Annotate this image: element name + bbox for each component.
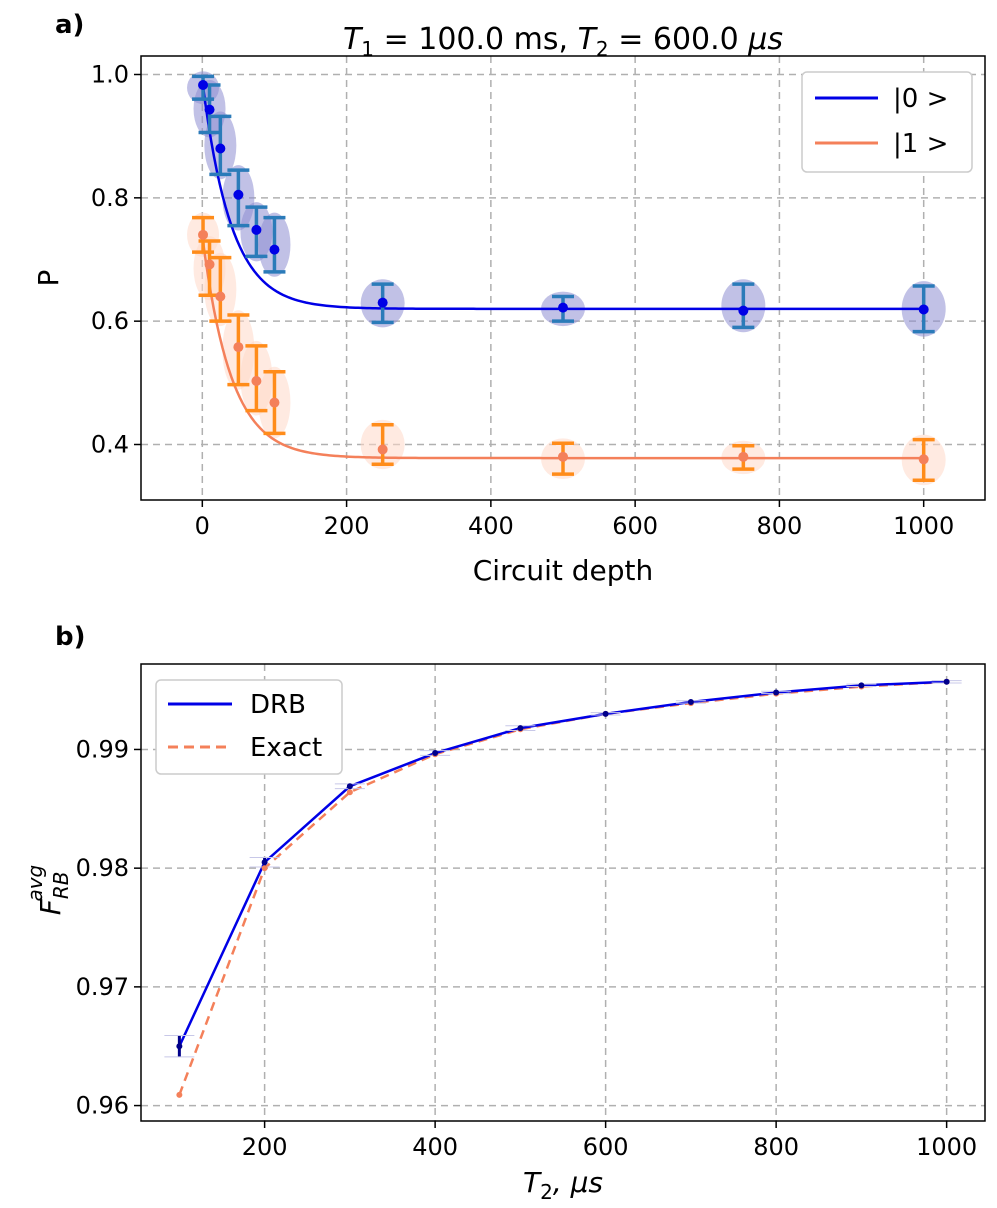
tick-label-x: 0 <box>195 512 210 540</box>
point-ket1 <box>198 229 209 240</box>
point-ket1 <box>269 397 280 408</box>
tick-label-x: 200 <box>324 512 370 540</box>
panel-b-points <box>176 678 950 1098</box>
panel-a-label: a) <box>55 10 84 40</box>
point-drb <box>176 1043 183 1050</box>
tick-label-x: 400 <box>468 512 514 540</box>
tick-label-x: 1000 <box>916 1133 977 1161</box>
panel-a-ylabel: P <box>32 270 65 287</box>
point-drb <box>687 698 694 705</box>
tick-label-y: 0.98 <box>76 854 129 882</box>
point-drb <box>261 859 268 866</box>
panel-a-frame <box>140 55 986 501</box>
point-ket1 <box>377 444 388 455</box>
legend-label-exact: Exact <box>250 733 322 763</box>
tick-label-y: 0.4 <box>91 431 129 459</box>
point-ket0 <box>251 224 262 235</box>
tick-label-x: 600 <box>612 512 658 540</box>
point-drb <box>858 682 865 689</box>
panel-b-xlabel: T2, μs <box>523 1166 603 1204</box>
point-ket0 <box>233 189 244 200</box>
point-ket0 <box>204 104 215 115</box>
point-ket0 <box>918 304 929 315</box>
tick-label-x: 800 <box>753 1133 799 1161</box>
point-exact <box>261 865 268 872</box>
tick-label-x: 400 <box>412 1133 458 1161</box>
point-ket1 <box>233 342 244 353</box>
point-ket0 <box>198 79 209 90</box>
tick-label-x: 600 <box>583 1133 629 1161</box>
panel-a-xlabel: Circuit depth <box>473 554 654 587</box>
point-ket1 <box>204 259 215 270</box>
panel-b-frame <box>140 663 986 1122</box>
tick-label-y: 0.6 <box>91 307 129 335</box>
line-drb <box>178 680 947 1047</box>
legend-label-drb: DRB <box>250 690 306 720</box>
tick-label-y: 1.0 <box>91 61 129 89</box>
point-ket0 <box>558 302 568 313</box>
panel-a-title: T1 = 100.0 ms, T2 = 600.0 μs <box>343 22 783 61</box>
point-drb <box>943 678 950 685</box>
point-drb <box>346 783 353 790</box>
point-ket0 <box>269 244 280 255</box>
point-ket1 <box>215 291 226 302</box>
tick-label-y: 0.97 <box>76 973 129 1001</box>
panel-b-grid <box>141 664 985 1121</box>
panel-a-ticks: 0 200 400 600 800 1000 0.4 0.6 0.8 1.0 <box>91 61 954 541</box>
point-ket0 <box>215 143 226 154</box>
fit-line-ket1 <box>201 235 924 460</box>
point-ket1 <box>738 451 749 462</box>
panel-b-ylabel: FRBavg <box>23 865 73 916</box>
panel-b-lines <box>178 680 947 1096</box>
svg-text:FRBavg: FRBavg <box>23 865 73 916</box>
legend-label-ket1: |1 > <box>893 129 948 159</box>
tick-label-x: 1000 <box>893 512 954 540</box>
point-exact <box>176 1091 183 1098</box>
panel-b-legend: DRB Exact <box>155 679 343 775</box>
tick-label-y: 0.96 <box>76 1092 129 1120</box>
point-drb <box>432 750 439 757</box>
point-ket1 <box>251 375 262 386</box>
point-ket0 <box>738 305 749 316</box>
panel-a-points <box>198 79 929 465</box>
panel-a-legend: |0 > |1 > <box>801 71 973 173</box>
tick-label-y: 0.8 <box>91 184 129 212</box>
tick-label-x: 800 <box>757 512 803 540</box>
tick-label-y: 0.99 <box>76 735 129 763</box>
panel-a: a) T1 = 100.0 ms, T2 = 600.0 μs 0 200 400 6… <box>32 10 986 587</box>
point-ket1 <box>558 451 568 462</box>
panel-b-ticks: 200 400 600 800 1000 0.96 0.97 0.98 0.99 <box>76 735 978 1161</box>
point-drb <box>517 725 524 732</box>
point-ket0 <box>377 297 388 308</box>
point-exact <box>346 789 353 796</box>
panel-b: b) 200 400 600 800 1000 0.96 0.97 0.98 0.99 T2, … <box>23 622 986 1204</box>
point-ket1 <box>918 454 929 465</box>
tick-label-x: 200 <box>242 1133 288 1161</box>
legend-label-ket0: |0 > <box>893 84 948 114</box>
panel-b-label: b) <box>55 622 86 652</box>
point-drb <box>602 710 609 717</box>
point-drb <box>773 689 780 696</box>
